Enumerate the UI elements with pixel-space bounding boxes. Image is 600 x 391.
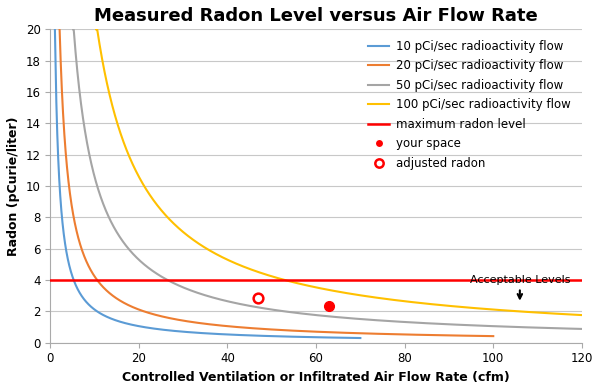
Line: 20 pCi/sec radioactivity flow: 20 pCi/sec radioactivity flow [59,29,493,336]
Line: 10 pCi/sec radioactivity flow: 10 pCi/sec radioactivity flow [55,29,361,338]
10 pCi/sec radioactivity flow [189,330,196,335]
20 pCi/sec radioactivity flow [262,327,269,332]
maximum radon level [47,278,54,282]
X-axis label: Controlled Ventilation or Infiltrated Air Flow Rate (cfm): Controlled Ventilation or Infiltrated Ai… [122,371,510,384]
20 pCi/sec radioactivity flow [91,273,98,278]
20 pCi/sec radioactivity flow [329,330,336,335]
20 pCi/sec radioactivity flow [490,334,497,339]
100 pCi/sec radioactivity flow [245,266,253,271]
Line: 50 pCi/sec radioactivity flow: 50 pCi/sec radioactivity flow [73,29,582,329]
Title: Measured Radon Level versus Air Flow Rate: Measured Radon Level versus Air Flow Rat… [94,7,538,25]
100 pCi/sec radioactivity flow [335,289,343,294]
20 pCi/sec radioactivity flow [127,304,134,308]
20 pCi/sec radioactivity flow [307,329,314,334]
20 pCi/sec radioactivity flow [56,27,63,32]
50 pCi/sec radioactivity flow [83,142,91,146]
50 pCi/sec radioactivity flow [271,308,278,312]
50 pCi/sec radioactivity flow [297,311,304,316]
10 pCi/sec radioactivity flow [357,336,364,341]
Legend: 10 pCi/sec radioactivity flow, 20 pCi/sec radioactivity flow, 50 pCi/sec radioac: 10 pCi/sec radioactivity flow, 20 pCi/se… [364,35,576,175]
10 pCi/sec radioactivity flow [52,27,59,32]
50 pCi/sec radioactivity flow [70,27,77,32]
100 pCi/sec radioactivity flow [92,27,100,32]
50 pCi/sec radioactivity flow [179,285,186,289]
100 pCi/sec radioactivity flow [277,276,284,281]
20 pCi/sec radioactivity flow [107,291,114,296]
Text: Acceptable Levels: Acceptable Levels [470,275,570,298]
100 pCi/sec radioactivity flow [249,268,256,273]
50 pCi/sec radioactivity flow [551,326,558,330]
10 pCi/sec radioactivity flow [182,330,189,334]
Y-axis label: Radon (pCurie/liter): Radon (pCurie/liter) [7,116,20,256]
100 pCi/sec radioactivity flow [263,273,271,277]
50 pCi/sec radioactivity flow [353,316,361,321]
50 pCi/sec radioactivity flow [578,326,586,331]
10 pCi/sec radioactivity flow [255,334,262,338]
10 pCi/sec radioactivity flow [176,329,184,334]
100 pCi/sec radioactivity flow [158,208,166,213]
100 pCi/sec radioactivity flow [578,313,586,317]
Line: 100 pCi/sec radioactivity flow: 100 pCi/sec radioactivity flow [96,29,582,315]
10 pCi/sec radioactivity flow [244,333,251,338]
maximum radon level [51,278,58,282]
10 pCi/sec radioactivity flow [90,307,97,311]
